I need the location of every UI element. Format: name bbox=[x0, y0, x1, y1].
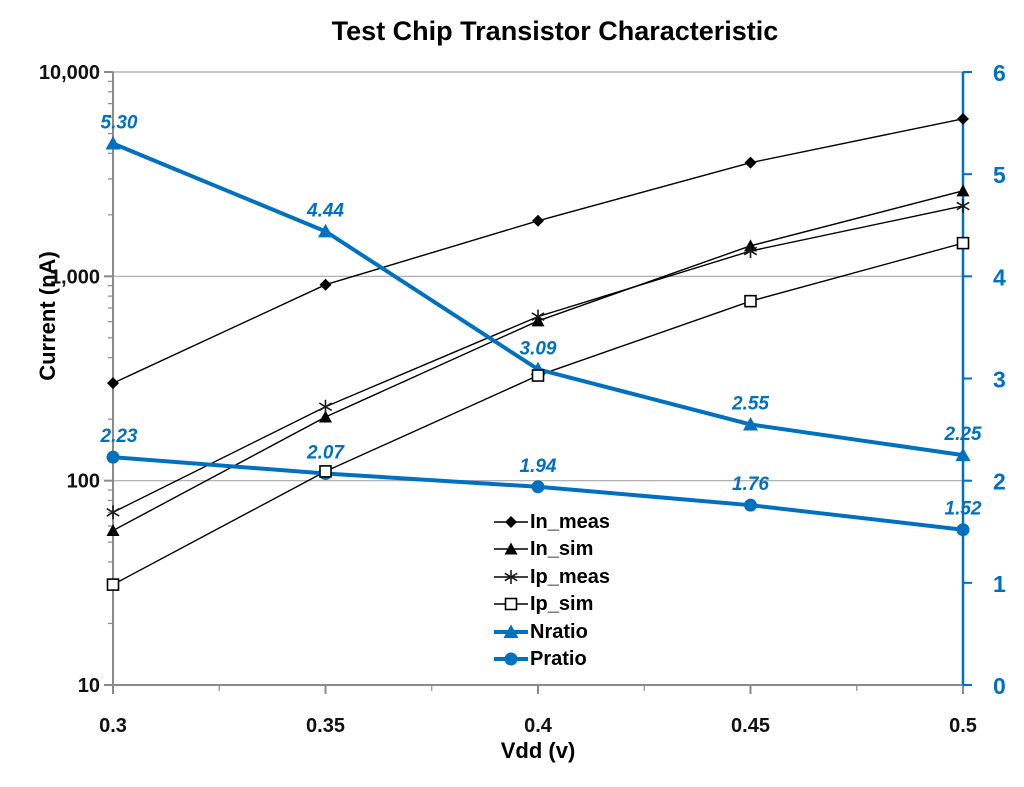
right-tick-label: 4 bbox=[993, 264, 1006, 290]
data-label-Nratio: 2.25 bbox=[944, 424, 982, 445]
legend-label: In_sim bbox=[530, 538, 594, 561]
legend-marker-triangle-filled-icon bbox=[494, 624, 528, 638]
x-tick-label: 0.3 bbox=[99, 715, 127, 737]
right-tick-label: 6 bbox=[993, 60, 1006, 86]
x-tick-label: 0.35 bbox=[306, 715, 345, 737]
data-labels-Pratio: 2.23 2.07 1.94 1.76 1.52 bbox=[100, 426, 982, 520]
legend-item-In_meas: In_meas bbox=[494, 508, 610, 536]
x-axis-title: Vdd (v) bbox=[500, 738, 576, 763]
legend-marker-diamond-icon bbox=[494, 515, 528, 528]
legend-label: Nratio bbox=[530, 620, 588, 643]
data-label-Nratio: 5.30 bbox=[101, 113, 138, 134]
series-line-In_sim bbox=[112, 190, 964, 532]
series-Pratio bbox=[106, 450, 970, 537]
legend-item-Ip_meas: Ip_meas bbox=[494, 563, 610, 591]
data-label-Nratio: 2.55 bbox=[731, 393, 769, 414]
legend-item-Ip_sim: Ip_sim bbox=[494, 591, 610, 619]
legend-item-Pratio: Pratio bbox=[494, 646, 610, 674]
data-label-Nratio: 4.44 bbox=[306, 200, 344, 221]
right-tick-label: 0 bbox=[993, 673, 1006, 699]
legend-marker-square-open-icon bbox=[494, 597, 528, 611]
x-axis: 0.3 0.35 0.4 0.45 0.5 bbox=[99, 684, 977, 737]
legend-marker-asterisk-icon bbox=[494, 569, 528, 584]
x-tick-label: 0.5 bbox=[949, 715, 977, 737]
right-tick-label: 2 bbox=[993, 469, 1006, 495]
series-markers-In_meas bbox=[107, 112, 969, 390]
right-axis: 6 5 4 3 2 1 0 bbox=[961, 60, 1006, 699]
right-tick-label: 5 bbox=[993, 162, 1006, 188]
data-labels-Nratio: 5.30 4.44 3.09 2.55 2.25 bbox=[101, 113, 982, 446]
right-tick-label: 1 bbox=[993, 571, 1006, 597]
data-label-Nratio: 3.09 bbox=[520, 338, 557, 359]
legend-label: In_meas bbox=[530, 510, 611, 533]
series-Nratio bbox=[105, 136, 971, 462]
legend-marker-circle-icon bbox=[494, 652, 528, 666]
left-axis: 10,000 1,000 100 10 bbox=[39, 62, 114, 697]
left-tick-label: 10 bbox=[78, 675, 100, 697]
series-markers-Ip_sim bbox=[106, 236, 970, 591]
chart-title: Test Chip Transistor Characteristic bbox=[331, 16, 779, 46]
data-label-Pratio: 1.94 bbox=[520, 456, 557, 477]
series-markers-Ip_meas bbox=[106, 198, 970, 520]
legend-label: Ip_sim bbox=[530, 593, 594, 616]
legend-label: Pratio bbox=[530, 648, 587, 671]
x-tick-label: 0.4 bbox=[524, 715, 553, 737]
left-tick-label: 10,000 bbox=[39, 62, 100, 84]
legend-marker-triangle-icon bbox=[494, 542, 528, 555]
data-label-Pratio: 2.23 bbox=[100, 426, 138, 447]
left-tick-label: 1,000 bbox=[50, 266, 100, 288]
legend: In_meas In_sim Ip_meas Ip_sim Nratio Pratio bbox=[494, 508, 610, 673]
legend-item-Nratio: Nratio bbox=[494, 618, 610, 646]
left-tick-label: 100 bbox=[67, 471, 100, 493]
legend-label: Ip_meas bbox=[530, 565, 611, 588]
legend-item-In_sim: In_sim bbox=[494, 536, 610, 564]
right-tick-label: 3 bbox=[993, 367, 1006, 393]
x-tick-label: 0.45 bbox=[731, 715, 770, 737]
data-label-Pratio: 1.52 bbox=[945, 499, 982, 520]
data-label-Pratio: 2.07 bbox=[306, 443, 345, 464]
data-label-Pratio: 1.76 bbox=[732, 474, 769, 495]
